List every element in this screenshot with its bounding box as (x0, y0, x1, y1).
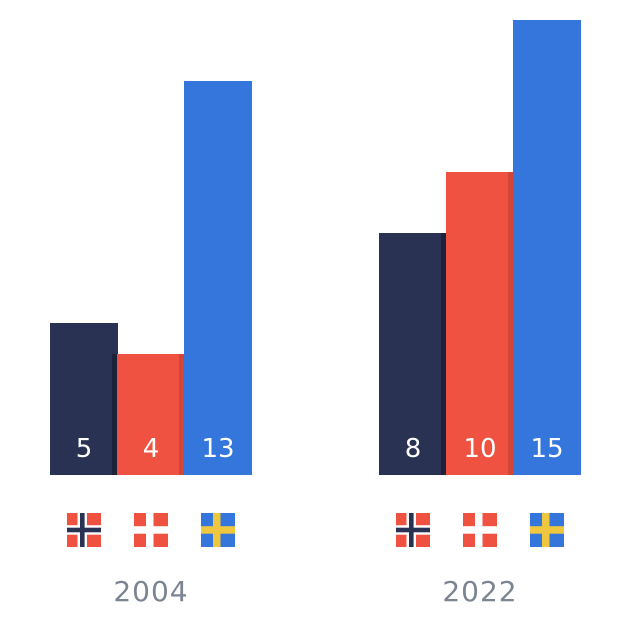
year-group-2022: 8 10 15 2022 (379, 0, 581, 627)
bar-norway-2022: 8 (379, 233, 447, 475)
bar-value-label: 15 (530, 434, 564, 464)
bar-norway-2004: 5 (50, 323, 118, 475)
year-label: 2004 (113, 575, 189, 608)
denmark-flag-icon (134, 513, 168, 547)
bar-overlap-shadow (112, 354, 118, 475)
sweden-flag-icon (530, 513, 564, 547)
bar-denmark-2004: 4 (117, 354, 185, 475)
denmark-flag-icon (463, 513, 497, 547)
bar-value-label: 10 (463, 434, 497, 464)
bar-value-label: 4 (142, 434, 160, 464)
sweden-flag-icon (201, 513, 235, 547)
bar-sweden-2004: 13 (184, 81, 252, 475)
bar-sweden-2022: 15 (513, 20, 581, 475)
bar-overlap-shadow (441, 233, 447, 475)
bar-denmark-2022: 10 (446, 172, 514, 475)
bar-overlap-shadow (179, 354, 185, 475)
bar-value-label: 13 (201, 434, 235, 464)
bar-value-label: 8 (404, 434, 422, 464)
bar-overlap-shadow (508, 172, 514, 475)
norway-flag-icon (67, 513, 101, 547)
year-group-2004: 5 4 13 2004 (50, 0, 252, 627)
bar-value-label: 5 (75, 434, 93, 464)
year-label: 2022 (442, 575, 518, 608)
norway-flag-icon (396, 513, 430, 547)
